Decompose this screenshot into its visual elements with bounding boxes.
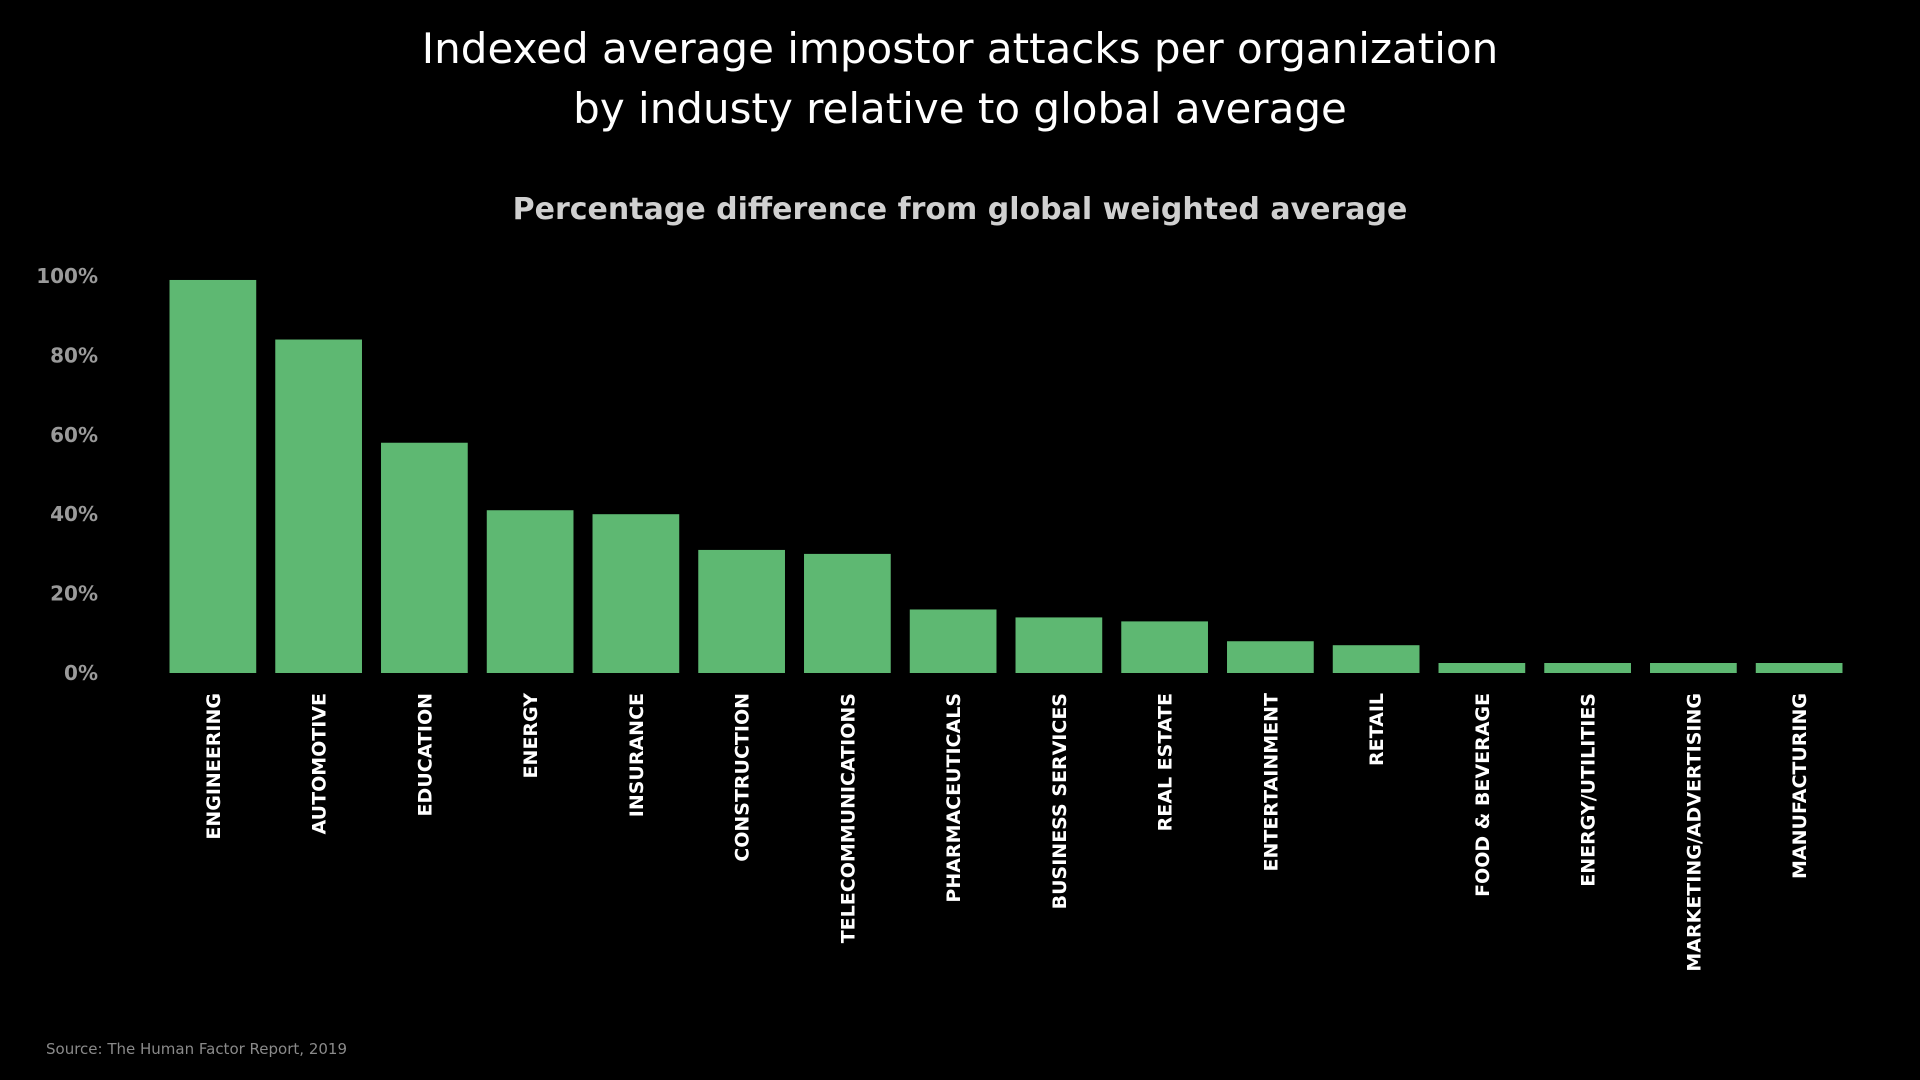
x-axis: ENGINEERING AUTOMOTIVE EDUCATION ENERGY INSU… xyxy=(203,693,1811,972)
y-axis: 0% 20% 40% 60% 80% 100% xyxy=(36,264,98,685)
x-tick-label: PHARMACEUTICALS xyxy=(943,693,965,903)
bar-education xyxy=(381,442,468,673)
bar-construction xyxy=(698,549,785,673)
x-tick-label: RETAIL xyxy=(1366,693,1388,766)
source-note: Source: The Human Factor Report, 2019 xyxy=(46,1040,347,1058)
x-tick-label: BUSINESS SERVICES xyxy=(1049,693,1071,909)
x-tick-label: ENERGY/UTILITIES xyxy=(1578,693,1600,887)
x-tick-label: MANUFACTURING xyxy=(1789,693,1811,879)
bar-pharmaceuticals xyxy=(909,609,997,673)
bar-insurance xyxy=(592,514,680,673)
bar-manufacturing xyxy=(1755,663,1843,673)
bar-engineering xyxy=(169,279,257,673)
y-tick-label: 0% xyxy=(64,661,98,685)
y-tick-label: 40% xyxy=(50,502,98,526)
chart-subtitle: Percentage difference from global weight… xyxy=(512,192,1408,227)
y-tick-label: 20% xyxy=(50,582,98,606)
bar-retail xyxy=(1332,645,1420,673)
bar-energy xyxy=(486,510,574,673)
x-tick-label: AUTOMOTIVE xyxy=(309,693,331,834)
x-tick-label: REAL ESTATE xyxy=(1155,693,1177,831)
bar-marketing-advertising xyxy=(1650,663,1737,673)
x-tick-label: ENTERTAINMENT xyxy=(1260,693,1282,872)
x-tick-label: ENERGY xyxy=(520,693,542,779)
x-tick-label: MARKETING/ADVERTISING xyxy=(1683,693,1705,972)
bar-energy-utilities xyxy=(1544,663,1631,673)
x-tick-label: CONSTRUCTION xyxy=(732,693,754,862)
chart-title-line-2: by industy relative to global average xyxy=(573,84,1347,133)
x-tick-label: TELECOMMUNICATIONS xyxy=(837,693,859,943)
bar-business-services xyxy=(1015,617,1103,673)
bar-automotive xyxy=(275,339,362,673)
y-tick-label: 80% xyxy=(50,343,98,367)
bar-real-estate xyxy=(1121,621,1208,673)
x-tick-label: INSURANCE xyxy=(626,693,648,817)
chart-title-line-1: Indexed average impostor attacks per org… xyxy=(421,24,1499,73)
y-tick-label: 60% xyxy=(50,423,98,447)
x-tick-label: ENGINEERING xyxy=(203,693,225,840)
bar-telecommunications xyxy=(804,553,891,673)
bars-group xyxy=(169,279,1843,673)
x-tick-label: FOOD & BEVERAGE xyxy=(1472,693,1494,897)
x-tick-label: EDUCATION xyxy=(414,693,436,816)
y-tick-label: 100% xyxy=(36,264,98,288)
bar-entertainment xyxy=(1227,641,1314,673)
bar-food-beverage xyxy=(1438,663,1526,673)
